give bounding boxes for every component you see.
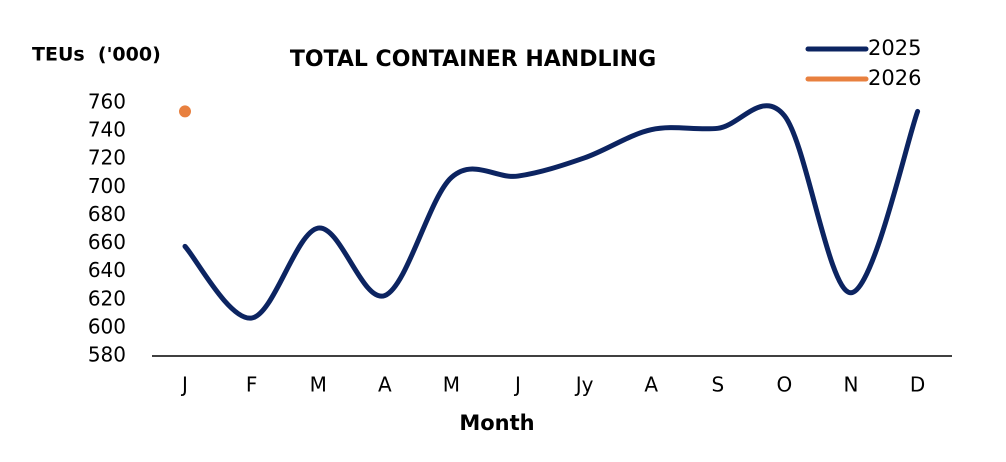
line-point (179, 105, 191, 118)
y-tick-label: 580 (88, 343, 126, 367)
x-tick-label: J (180, 373, 188, 397)
y-axis-label: TEUs ('000) (32, 44, 161, 66)
legend-label: 2025 (868, 36, 921, 60)
x-tick-label: D (910, 373, 925, 397)
y-tick-label: 740 (88, 118, 126, 142)
x-axis-label: Month (459, 411, 534, 435)
x-tick-label: N (844, 373, 859, 397)
x-tick-label: A (378, 373, 392, 397)
x-tick-label: Jy (574, 373, 594, 397)
y-tick-label: 680 (88, 202, 126, 226)
y-tick-label: 640 (88, 258, 126, 282)
x-tick-label: O (777, 373, 793, 397)
y-tick-label: 620 (88, 286, 126, 310)
y-tick-label: 760 (88, 90, 126, 114)
x-tick-label: S (711, 373, 724, 397)
y-tick-label: 720 (88, 146, 126, 170)
x-tick-label: A (644, 373, 658, 397)
line-series (182, 103, 921, 321)
x-tick-label: M (310, 373, 327, 397)
x-tick-label: J (513, 373, 521, 397)
y-tick-label: 660 (88, 230, 126, 254)
x-tick-label: M (443, 373, 460, 397)
chart-title: TOTAL CONTAINER HANDLING (290, 47, 656, 72)
x-tick-label: F (246, 373, 258, 397)
legend-label: 2026 (868, 66, 921, 90)
y-tick-label: 600 (88, 314, 126, 338)
y-tick-label: 700 (88, 174, 126, 198)
